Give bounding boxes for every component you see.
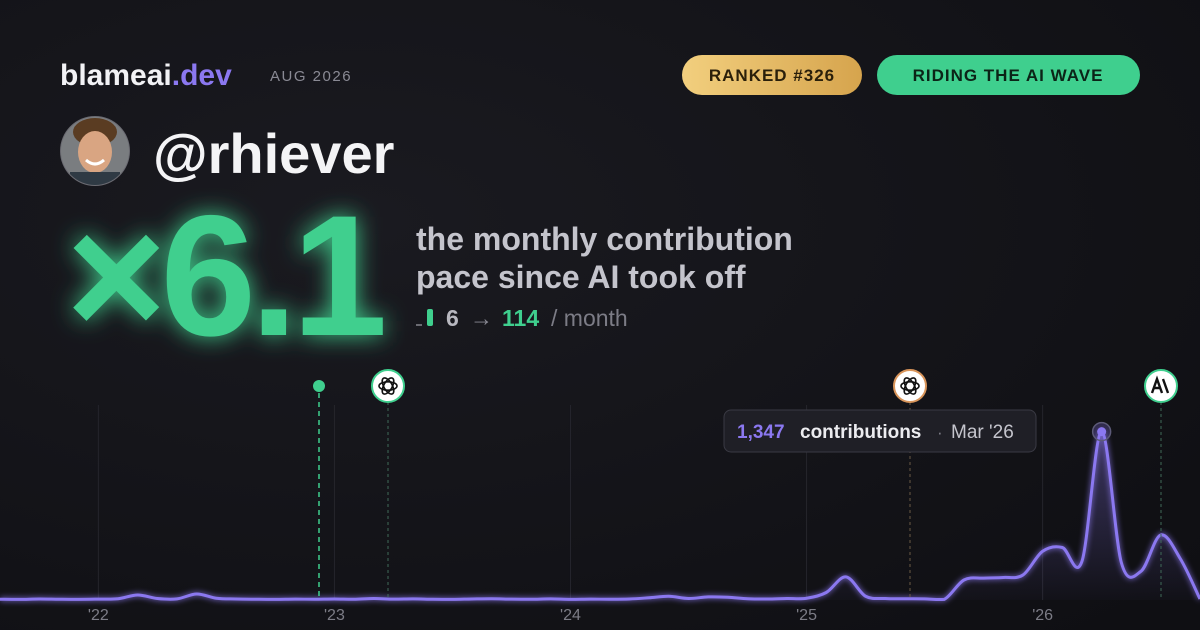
pace-unit: / month	[551, 305, 628, 331]
tooltip-box	[723, 409, 1037, 453]
multiplier: ×6.1	[66, 180, 383, 372]
description-line: the monthly contribution	[416, 221, 793, 257]
x-tick-label: '25	[796, 607, 817, 624]
brand-tld: .dev	[172, 59, 232, 92]
area	[0, 431, 1200, 600]
chart: '22 '23 '24 '25 '26	[0, 405, 1200, 624]
event-dot	[313, 380, 325, 392]
pace-icon-high	[427, 309, 433, 326]
pace-before: 6	[446, 305, 459, 331]
line	[0, 430, 1200, 602]
x-tick-label: '23	[324, 607, 345, 624]
x-tick-label: '24	[560, 607, 581, 624]
tooltip-date: Mar '26	[951, 422, 1014, 443]
tooltip-separator: ·	[937, 423, 943, 442]
brand-name: blameai	[60, 59, 172, 92]
tooltip-unit: contributions	[800, 422, 921, 443]
date: AUG 2026	[270, 68, 352, 85]
x-tick-label: '26	[1032, 607, 1053, 624]
brand: blameai.dev	[60, 59, 232, 92]
status-badge	[877, 55, 1140, 95]
pace-after: 114	[502, 305, 539, 331]
x-tick-label: '22	[88, 607, 109, 624]
event-icon-openai	[371, 369, 405, 403]
handle: @rhiever	[153, 122, 394, 185]
openai-logo	[900, 377, 920, 395]
tooltip-value: 1,347	[737, 422, 785, 443]
avatar	[60, 116, 130, 186]
status-badge-text: RIDING THE AI WAVE	[913, 66, 1104, 85]
event-icon-anthropic	[1144, 369, 1178, 403]
tooltip: 1,347 contributions · Mar '26	[723, 409, 1037, 453]
rank-badge-text: RANKED #326	[709, 66, 835, 85]
pace-arrow: →	[470, 305, 493, 331]
pace-icon-low	[416, 324, 422, 326]
description-line: pace since AI took off	[416, 259, 746, 295]
openai-logo	[378, 377, 398, 395]
rank-badge	[682, 55, 862, 95]
peak-dot	[1097, 427, 1107, 437]
event-icon-openai	[893, 369, 927, 403]
anthropic-logo	[1150, 375, 1170, 394]
